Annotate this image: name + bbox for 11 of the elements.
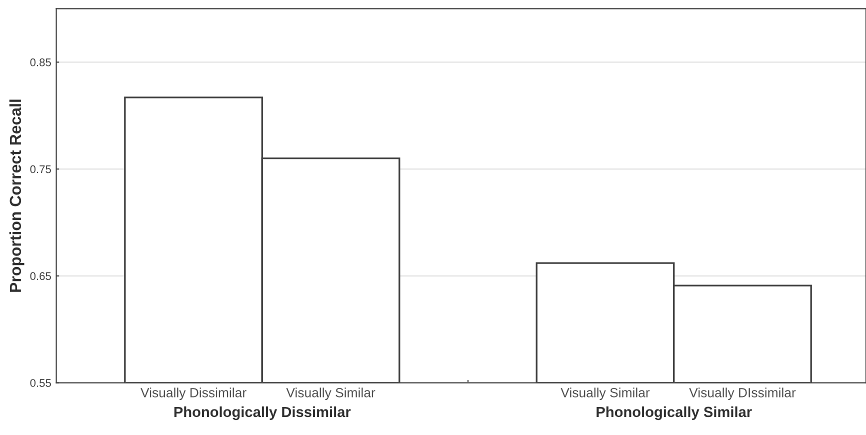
text: Phonologically Similar (596, 406, 752, 420)
x-tick-label: Visually Similar (286, 388, 376, 400)
y-tick-label: 0.65 (30, 272, 51, 280)
y-tick-label: 0.85 (30, 58, 51, 66)
x-tick-label: Visually Dissimilar (140, 388, 246, 400)
x-tick-label: Visually DIssimilar (689, 388, 796, 400)
y-axis-title: Proportion Correct Recall (9, 100, 24, 292)
x-tick-label: Visually Similar (560, 388, 650, 400)
y-tick-label: 0.75 (30, 165, 51, 174)
y-tick-label: 0.55 (30, 379, 51, 387)
text: Phonologically Dissimilar (174, 406, 351, 420)
